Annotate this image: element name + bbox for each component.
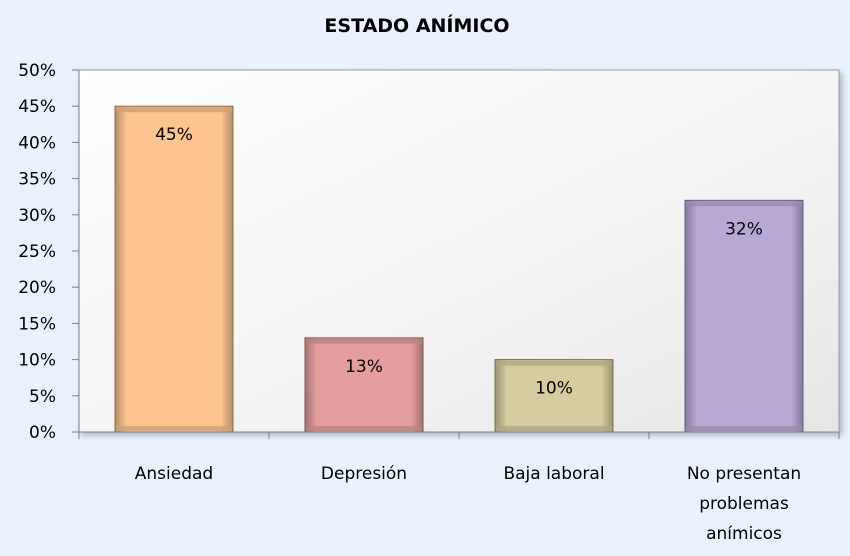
y-tick-label: 20% — [18, 278, 56, 298]
y-tick-label: 40% — [18, 133, 56, 153]
data-label: 32% — [725, 219, 763, 239]
y-tick-label: 15% — [18, 314, 56, 334]
x-tick-label: Ansiedad — [135, 464, 213, 484]
bar — [114, 105, 234, 433]
y-tick-label: 50% — [18, 61, 56, 81]
bar — [494, 359, 614, 433]
data-label: 13% — [345, 357, 383, 377]
chart-title: ESTADO ANÍMICO — [324, 14, 509, 37]
bar-bottom-bevel — [686, 426, 802, 431]
y-tick-label: 45% — [18, 97, 56, 117]
bar-bottom-bevel — [496, 426, 612, 431]
bar-top-bevel — [306, 338, 422, 344]
x-tick-label: Baja laboral — [503, 464, 604, 484]
y-tick-label: 35% — [18, 170, 56, 190]
x-tick-label: Depresión — [321, 464, 407, 484]
data-label: 10% — [535, 379, 573, 399]
bar-bottom-bevel — [116, 426, 232, 431]
bar-top-bevel — [496, 360, 612, 366]
y-tick-label: 10% — [18, 351, 56, 371]
y-tick-label: 30% — [18, 206, 56, 226]
bar-top-bevel — [686, 201, 802, 207]
x-tick-label: anímicos — [706, 524, 782, 544]
data-label: 45% — [155, 125, 193, 145]
bar — [304, 337, 424, 433]
x-tick-label: problemas — [699, 494, 789, 514]
y-tick-label: 25% — [18, 242, 56, 262]
y-tick-label: 0% — [29, 423, 56, 443]
y-tick-label: 5% — [29, 387, 56, 407]
bar — [684, 199, 804, 433]
bar-bottom-bevel — [306, 426, 422, 431]
bar-top-bevel — [116, 107, 232, 113]
x-tick-label: No presentan — [687, 464, 801, 484]
